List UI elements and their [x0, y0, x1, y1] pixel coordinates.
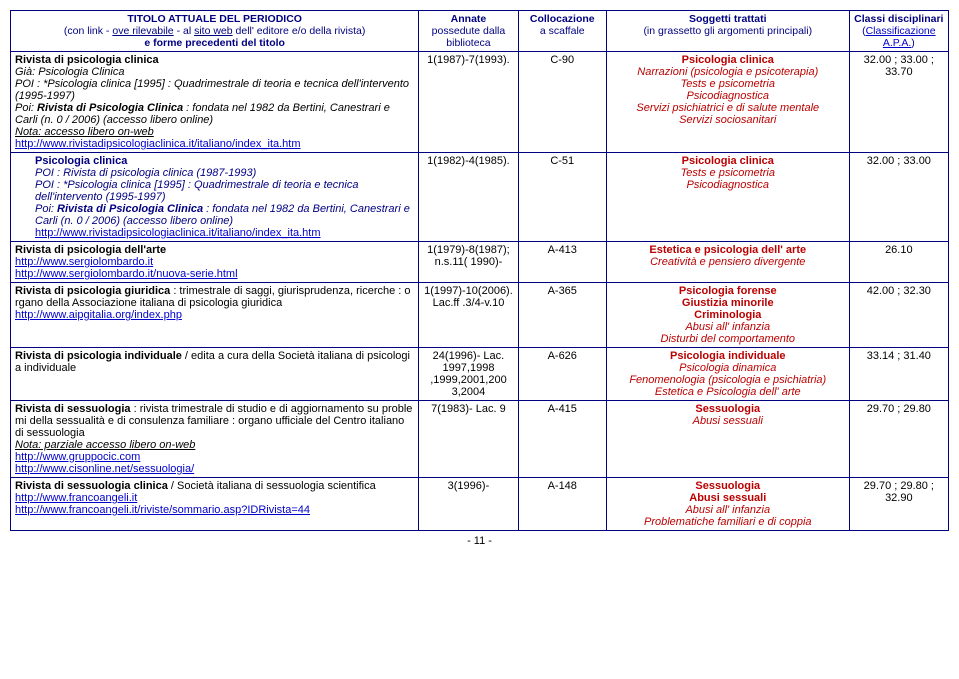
cell-coll: C-51 — [518, 153, 606, 242]
header-sogg: Soggetti trattati (in grassetto gli argo… — [606, 11, 849, 52]
cell-class: 32.00 ; 33.00 — [849, 153, 948, 242]
table-body: Rivista di psicologia clinicaGià: Psicol… — [11, 52, 949, 531]
header-annate: Annate possedute dalla biblioteca — [419, 11, 518, 52]
cell-class: 32.00 ; 33.00 ; 33.70 — [849, 52, 948, 153]
header-row: TITOLO ATTUALE DEL PERIODICO (con link -… — [11, 11, 949, 52]
header-sogg-line2: (in grassetto gli argomenti principali) — [643, 25, 812, 37]
table-row: Rivista di sessuologia : rivista trimest… — [11, 401, 949, 478]
cell-sogg: Psicologia forenseGiustizia minorileCrim… — [606, 283, 849, 348]
cell-class: 42.00 ; 32.30 — [849, 283, 948, 348]
cell-sogg: Estetica e psicologia dell' arteCreativi… — [606, 242, 849, 283]
header-annate-line1: Annate — [451, 13, 487, 25]
cell-annate: 1(1997)-10(2006). Lac.ff .3/4-v.10 — [419, 283, 518, 348]
header-title: TITOLO ATTUALE DEL PERIODICO (con link -… — [11, 11, 419, 52]
cell-coll: A-413 — [518, 242, 606, 283]
header-sogg-line1: Soggetti trattati — [689, 13, 767, 25]
header-class-line2-post: ) — [911, 37, 915, 49]
header-class-link[interactable]: Classificazione A.P.A. — [866, 25, 936, 49]
header-class: Classi disciplinari (Classificazione A.P… — [849, 11, 948, 52]
cell-annate: 3(1996)- — [419, 478, 518, 531]
cell-coll: A-415 — [518, 401, 606, 478]
cell-coll: A-626 — [518, 348, 606, 401]
cell-annate: 1(1982)-4(1985). — [419, 153, 518, 242]
cell-annate: 7(1983)- Lac. 9 — [419, 401, 518, 478]
cell-class: 26.10 — [849, 242, 948, 283]
cell-class: 29.70 ; 29.80 ; 32.90 — [849, 478, 948, 531]
table-row: Rivista di sessuologia clinica / Società… — [11, 478, 949, 531]
header-title-line3: e forme precedenti del titolo — [144, 37, 285, 49]
header-annate-line2: possedute dalla — [432, 25, 506, 37]
cell-annate: 1(1987)-7(1993). — [419, 52, 518, 153]
cell-class: 29.70 ; 29.80 — [849, 401, 948, 478]
periodicals-table: TITOLO ATTUALE DEL PERIODICO (con link -… — [10, 10, 949, 531]
header-title-line2-mid: - al — [174, 25, 194, 37]
cell-title: Rivista di sessuologia : rivista trimest… — [11, 401, 419, 478]
table-row: Rivista di psicologia individuale / edit… — [11, 348, 949, 401]
cell-title: Psicologia clinicaPOI : Rivista di psico… — [11, 153, 419, 242]
table-row: Rivista di psicologia giuridica : trimes… — [11, 283, 949, 348]
table-row: Rivista di psicologia dell'artehttp://ww… — [11, 242, 949, 283]
header-coll-line1: Collocazione — [530, 13, 595, 25]
cell-sogg: Psicologia clinicaNarrazioni (psicologia… — [606, 52, 849, 153]
cell-sogg: Psicologia individualePsicologia dinamic… — [606, 348, 849, 401]
page-number: - 11 - — [10, 535, 949, 547]
table-row: Psicologia clinicaPOI : Rivista di psico… — [11, 153, 949, 242]
cell-title: Rivista di psicologia giuridica : trimes… — [11, 283, 419, 348]
cell-title: Rivista di psicologia dell'artehttp://ww… — [11, 242, 419, 283]
cell-annate: 24(1996)- Lac. 1997,1998 ,1999,2001,200 … — [419, 348, 518, 401]
header-title-line1: TITOLO ATTUALE DEL PERIODICO — [127, 13, 302, 25]
header-annate-line3: biblioteca — [446, 37, 490, 49]
cell-coll: C-90 — [518, 52, 606, 153]
cell-title: Rivista di sessuologia clinica / Società… — [11, 478, 419, 531]
cell-sogg: Psicologia clinicaTests e psicometriaPsi… — [606, 153, 849, 242]
header-title-line2-sito: sito web — [194, 25, 233, 37]
cell-coll: A-148 — [518, 478, 606, 531]
header-coll: Collocazione a scaffale — [518, 11, 606, 52]
cell-annate: 1(1979)-8(1987); n.s.11( 1990)- — [419, 242, 518, 283]
cell-sogg: SessuologiaAbusi sessualiAbusi all' infa… — [606, 478, 849, 531]
header-title-line2-pre: (con link - — [64, 25, 112, 37]
cell-coll: A-365 — [518, 283, 606, 348]
header-title-line2-ove: ove rilevabile — [112, 25, 173, 37]
header-coll-line2: a scaffale — [540, 25, 585, 37]
header-class-line1: Classi disciplinari — [854, 13, 943, 25]
cell-title: Rivista di psicologia individuale / edit… — [11, 348, 419, 401]
header-title-line2-post: dell' editore e/o della rivista) — [233, 25, 366, 37]
cell-class: 33.14 ; 31.40 — [849, 348, 948, 401]
cell-title: Rivista di psicologia clinicaGià: Psicol… — [11, 52, 419, 153]
cell-sogg: SessuologiaAbusi sessuali — [606, 401, 849, 478]
table-row: Rivista di psicologia clinicaGià: Psicol… — [11, 52, 949, 153]
